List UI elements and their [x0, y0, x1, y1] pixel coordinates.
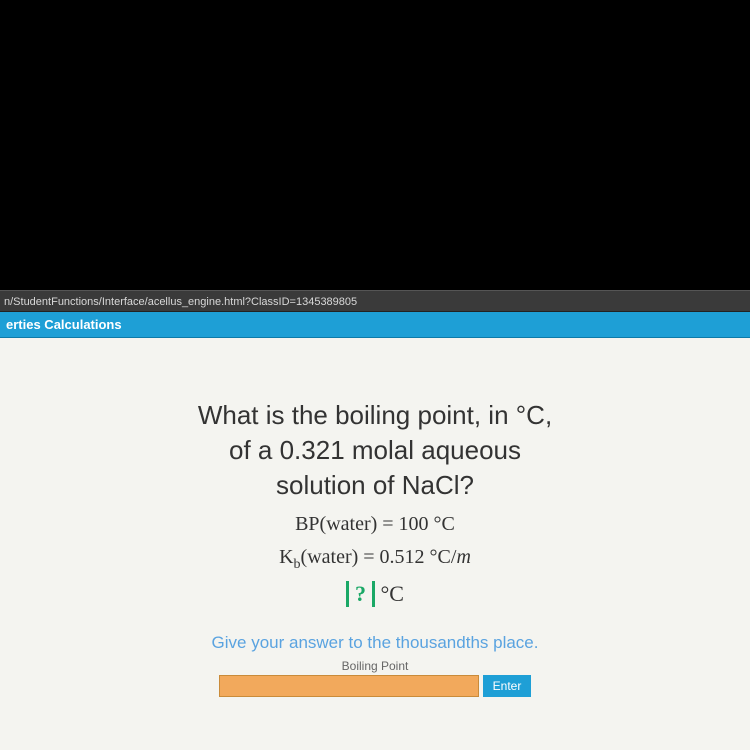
kb-var: m: [456, 546, 470, 568]
answer-display-row: ? °C: [346, 581, 404, 607]
given-bp: BP(water) = 100 °C: [295, 513, 455, 536]
given-kb: Kb(water) = 0.512 °C/m: [279, 546, 471, 573]
monitor-black-area: [0, 0, 750, 290]
answer-unit: °C: [375, 581, 404, 606]
browser-url-bar: n/StudentFunctions/Interface/acellus_eng…: [0, 290, 750, 312]
answer-input-row: Enter: [219, 675, 532, 697]
kb-subscript: b: [294, 557, 301, 572]
question-line-1: What is the boiling point, in °C,: [198, 398, 552, 433]
url-text: n/StudentFunctions/Interface/acellus_eng…: [4, 296, 357, 308]
answer-input[interactable]: [219, 675, 479, 697]
question-line-3: solution of NaCl?: [276, 468, 474, 503]
answer-placeholder-box: ?: [346, 581, 375, 607]
question-line-2: of a 0.321 molal aqueous: [229, 433, 521, 468]
kb-prefix: K: [279, 546, 293, 568]
precision-hint: Give your answer to the thousandths plac…: [212, 633, 539, 653]
lesson-title-text: erties Calculations: [6, 317, 122, 332]
question-content: What is the boiling point, in °C, of a 0…: [0, 338, 750, 750]
enter-button[interactable]: Enter: [483, 675, 532, 697]
input-label: Boiling Point: [342, 659, 409, 673]
kb-rest: (water) = 0.512 °C/: [301, 546, 457, 568]
lesson-title-bar: erties Calculations: [0, 312, 750, 338]
